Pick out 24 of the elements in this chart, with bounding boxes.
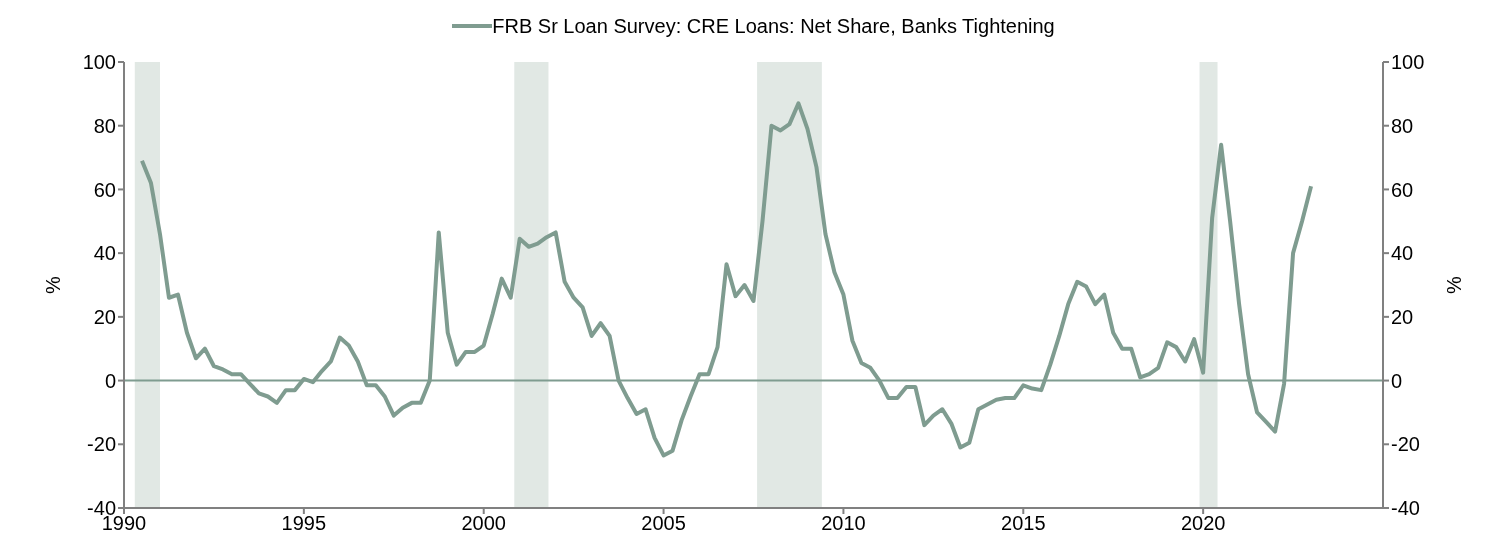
y-tick-label: 80 — [93, 114, 116, 137]
x-tick-label: 2020 — [1180, 512, 1226, 535]
x-tick-label: 1995 — [281, 512, 327, 535]
y-tick-label: 60 — [93, 178, 116, 201]
legend-label: FRB Sr Loan Survey: CRE Loans: Net Share, Banks Tightening — [492, 14, 1055, 38]
y-axis-title: % — [42, 275, 65, 294]
y2-tick-label: 60 — [1391, 178, 1414, 201]
x-tick-label: 2015 — [1001, 512, 1046, 535]
y-tick-label: 0 — [104, 369, 116, 392]
x-tick-label: 2005 — [641, 512, 686, 535]
y2-tick-label: -20 — [1391, 433, 1420, 456]
y-tick-label: -20 — [87, 433, 116, 456]
x-tick-label: 2010 — [821, 512, 866, 535]
y2-tick-label: 0 — [1391, 369, 1403, 392]
y2-tick-label: 20 — [1391, 305, 1414, 328]
y2-tick-label: 100 — [1391, 51, 1425, 74]
y2-tick-label: -40 — [1391, 497, 1420, 520]
x-tick-label: 2000 — [461, 512, 506, 535]
y-tick-label: 100 — [82, 51, 116, 74]
y-tick-label: 40 — [93, 242, 116, 265]
y2-tick-label: 40 — [1391, 242, 1414, 265]
y2-axis-title: % — [1443, 275, 1466, 294]
y-tick-label: 20 — [93, 305, 116, 328]
y2-tick-label: 80 — [1391, 114, 1414, 137]
